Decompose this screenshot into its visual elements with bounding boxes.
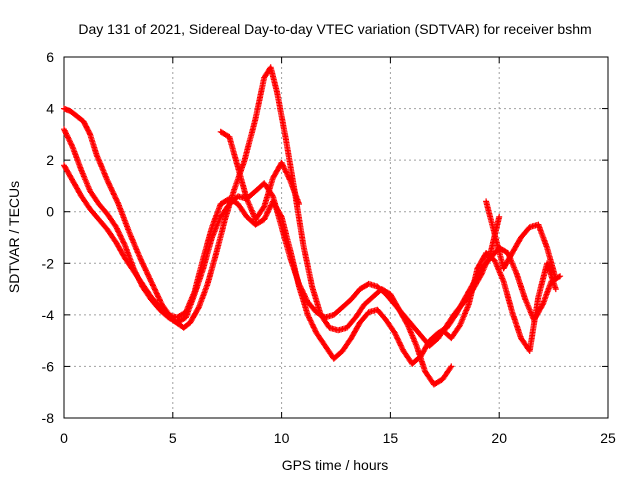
y-tick-labels: -8 -6 -4 -2 0 2 4 6: [42, 49, 55, 426]
y-tick-label: -6: [42, 358, 55, 374]
series-points: [61, 162, 564, 367]
x-tick-label: 0: [60, 430, 68, 446]
series-track-6: [483, 198, 559, 282]
y-tick-label: -4: [42, 307, 55, 323]
y-tick-label: 2: [46, 152, 54, 168]
series-track-5: [439, 250, 559, 354]
data-points: [61, 64, 564, 388]
y-tick-label: 0: [46, 204, 54, 220]
y-tick-label: -8: [42, 410, 55, 426]
y-tick-label: 4: [46, 101, 54, 117]
series-track-2: [61, 126, 503, 349]
plot-frame: [63, 56, 609, 419]
series-track-3: [61, 162, 564, 367]
axis-ticks: [63, 56, 609, 419]
series-track-4: [217, 128, 302, 223]
x-tick-labels: 0 5 10 15 20 25: [60, 430, 616, 446]
series-points: [61, 126, 503, 349]
x-tick-label: 20: [491, 430, 507, 446]
x-tick-label: 25: [600, 430, 616, 446]
series-points: [217, 128, 302, 223]
x-tick-label: 5: [169, 430, 177, 446]
series-points: [483, 198, 559, 282]
y-axis-label: SDTVAR / TECUs: [6, 181, 22, 293]
x-tick-label: 10: [274, 430, 290, 446]
chart-title: Day 131 of 2021, Sidereal Day-to-day VTE…: [78, 21, 591, 37]
x-axis-label: GPS time / hours: [282, 457, 389, 473]
x-tick-label: 15: [383, 430, 399, 446]
y-tick-label: -2: [42, 255, 55, 271]
series-points: [439, 250, 559, 354]
y-tick-label: 6: [46, 49, 54, 65]
grid-lines: [64, 57, 608, 418]
